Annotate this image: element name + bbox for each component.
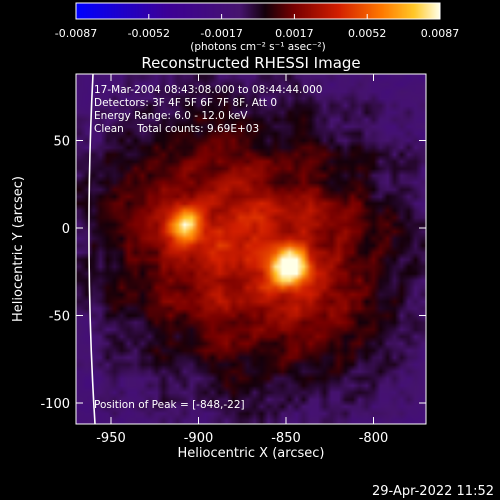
info-line-energy: Energy Range: 6.0 - 12.0 keV bbox=[94, 110, 248, 122]
colorbar-tick-label: 0.0052 bbox=[348, 27, 387, 40]
y-axis-label: Heliocentric Y (arcsec) bbox=[11, 176, 26, 322]
y-tick-label: -50 bbox=[49, 310, 70, 325]
x-tick-label: -950 bbox=[96, 431, 126, 446]
observation-info: 17-Mar-2004 08:43:08.000 to 08:44:44.000… bbox=[94, 84, 322, 135]
y-axis-ticks: 50 0 -50 -100 bbox=[40, 135, 426, 412]
colorbar-tick-label: -0.0017 bbox=[200, 27, 242, 40]
x-axis-label: Heliocentric X (arcsec) bbox=[178, 446, 325, 461]
x-tick-label: -850 bbox=[271, 431, 301, 446]
y-tick-label: -100 bbox=[40, 397, 70, 412]
x-axis-ticks: -950 -900 -850 -800 bbox=[96, 74, 388, 446]
heatmap-image bbox=[76, 74, 426, 424]
info-line-detectors: Detectors: 3F 4F 5F 6F 7F 8F, Att 0 bbox=[94, 97, 277, 109]
colorbar-tick-label: 0.0087 bbox=[421, 27, 460, 40]
peak-position-label: Position of Peak = [-848,-22] bbox=[94, 399, 245, 411]
colorbar-frame bbox=[75, 2, 441, 20]
colorbar-tick-label: 0.0017 bbox=[275, 27, 314, 40]
info-line-time: 17-Mar-2004 08:43:08.000 to 08:44:44.000 bbox=[94, 84, 322, 96]
colorbar-tick-label: -0.0052 bbox=[128, 27, 170, 40]
y-tick-label: 0 bbox=[62, 222, 70, 237]
solar-limb-line bbox=[88, 73, 96, 425]
plot-frame bbox=[75, 73, 427, 425]
footer-date: 29-Apr-2022 11:52 bbox=[372, 484, 494, 499]
info-line-counts: Clean Total counts: 9.69E+03 bbox=[94, 123, 259, 135]
colorbar-gradient bbox=[76, 3, 440, 19]
y-tick-label: 50 bbox=[53, 135, 70, 150]
colorbar-units: (photons cm⁻² s⁻¹ asec⁻²) bbox=[190, 41, 325, 53]
colorbar-ticks: -0.0087 -0.0052 -0.0017 0.0017 0.0052 0.0087 bbox=[55, 14, 459, 40]
x-tick-label: -800 bbox=[359, 431, 389, 446]
colorbar-tick-label: -0.0087 bbox=[55, 27, 97, 40]
chart-title: Reconstructed RHESSI Image bbox=[141, 54, 360, 72]
x-tick-label: -900 bbox=[184, 431, 214, 446]
